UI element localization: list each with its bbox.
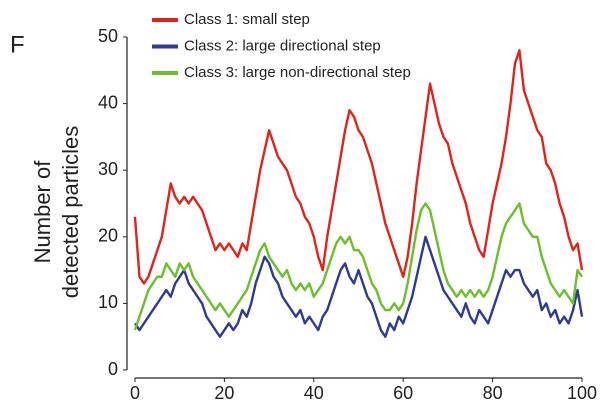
y-tick-label: 30 xyxy=(98,159,118,179)
series-line xyxy=(133,202,583,331)
x-tick-label: 100 xyxy=(567,383,597,403)
panel-label: F xyxy=(10,31,25,58)
x-tick-label: 40 xyxy=(304,383,324,403)
series-line xyxy=(133,49,584,285)
x-tick-label: 80 xyxy=(483,383,503,403)
y-tick-label: 10 xyxy=(98,292,118,312)
y-tick-label: 40 xyxy=(98,92,118,112)
y-tick-label: 20 xyxy=(98,226,118,246)
y-axis-label: Number of xyxy=(30,160,55,264)
y-tick-label: 50 xyxy=(98,26,118,46)
series-line xyxy=(134,235,584,338)
y-axis-label: detected particles xyxy=(58,126,83,298)
x-tick-label: 0 xyxy=(130,383,140,403)
legend-label: Class 3: large non-directional step xyxy=(184,64,411,81)
x-tick-label: 60 xyxy=(393,383,413,403)
y-tick-label: 0 xyxy=(108,359,118,379)
legend-label: Class 1: small step xyxy=(184,11,310,28)
x-tick-label: 20 xyxy=(214,383,234,403)
legend-label: Class 2: large directional step xyxy=(184,37,381,54)
